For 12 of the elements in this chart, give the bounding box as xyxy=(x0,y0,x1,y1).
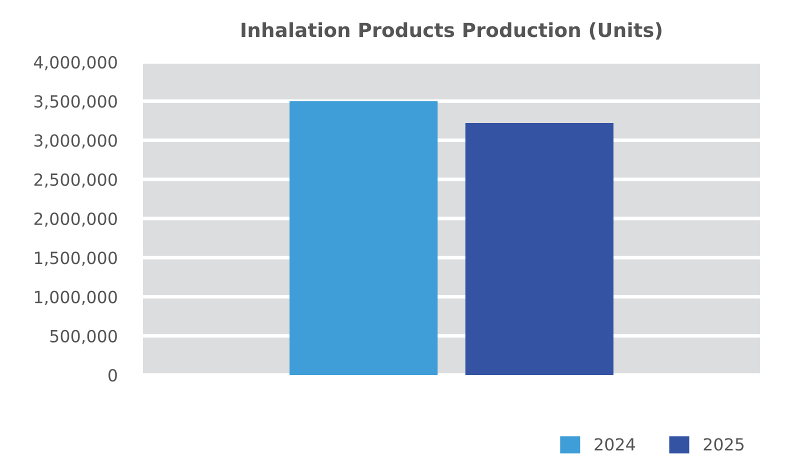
y-tick-label: 3,000,000 xyxy=(34,134,117,149)
y-tick-label: 2,500,000 xyxy=(34,173,117,188)
y-tick-label: 4,000,000 xyxy=(34,56,117,70)
chart-title: Inhalation Products Production (Units) xyxy=(242,22,662,40)
y-tick-label: 500,000 xyxy=(50,330,117,344)
legend-label: 2025 xyxy=(704,438,744,451)
legend-label: 2024 xyxy=(594,438,635,451)
y-tick-label: 1,000,000 xyxy=(35,290,117,306)
y-tick-label: 1,500,000 xyxy=(35,252,117,266)
y-tick-label: 0 xyxy=(108,368,117,382)
y-tick-label: 3,500,000 xyxy=(34,95,117,110)
y-tick-label: 2,000,000 xyxy=(34,212,117,227)
